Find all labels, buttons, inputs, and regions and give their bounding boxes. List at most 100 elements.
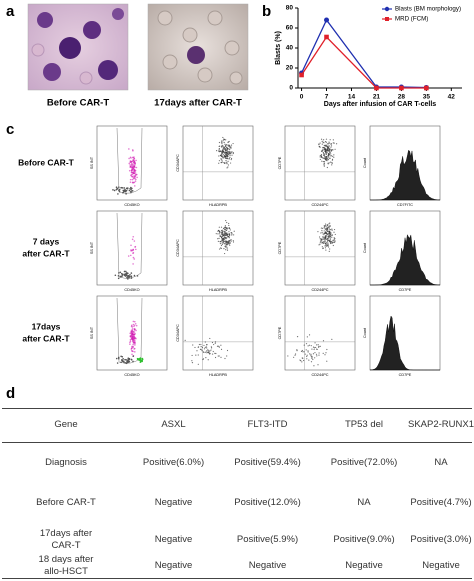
- flow-dot: [134, 322, 137, 325]
- flow-dot: [131, 328, 134, 330]
- flow-dot: [301, 349, 303, 352]
- flow-dot: [135, 329, 137, 332]
- panel-letter: b: [262, 3, 271, 20]
- flow-dot: [325, 156, 327, 158]
- flow-dot: [132, 163, 134, 166]
- flow-dot: [302, 351, 304, 353]
- flow-dot: [128, 189, 131, 192]
- flow-dot: [202, 358, 205, 360]
- flow-dot: [130, 173, 133, 176]
- plot-x-label: CD45KO: [124, 203, 139, 207]
- flow-dot: [296, 349, 298, 351]
- flow-dot: [309, 353, 311, 355]
- plot-frame: [182, 210, 254, 286]
- flow-dot: [127, 278, 129, 280]
- table-cell: Negative: [154, 560, 193, 571]
- flow-dot: [131, 337, 134, 340]
- flow-dot: [221, 153, 223, 155]
- flow-dot: [300, 350, 303, 352]
- flow-dot: [321, 150, 323, 152]
- flow-dot: [335, 143, 338, 145]
- flow-dot: [321, 143, 323, 145]
- flow-dot: [129, 164, 131, 166]
- flow-dot: [322, 161, 324, 163]
- flow-dot: [133, 181, 136, 184]
- flow-dot: [323, 240, 325, 243]
- x-tick-label: 0: [300, 94, 304, 101]
- flow-dot: [204, 351, 206, 353]
- flow-dot: [333, 241, 335, 243]
- flow-dot: [226, 229, 228, 232]
- y-tick-label: 60: [286, 25, 294, 32]
- flow-dot: [321, 242, 323, 244]
- flow-dot: [130, 275, 132, 278]
- plot-y-label: CD34APC: [176, 239, 180, 257]
- flow-dot: [223, 248, 225, 250]
- plot-x-label: CD7PE: [399, 373, 412, 377]
- flow-dot: [122, 360, 124, 362]
- flow-dot: [208, 350, 210, 352]
- flow-dot: [129, 335, 132, 338]
- flow-dot: [318, 244, 320, 246]
- flow-dot: [206, 352, 208, 354]
- flow-dot: [125, 274, 128, 276]
- x-tick-label: 42: [448, 94, 456, 101]
- flow-dot: [120, 272, 123, 275]
- flow-dot: [131, 189, 134, 192]
- flow-dot: [219, 241, 221, 243]
- flow-dot: [224, 138, 226, 140]
- flow-dot: [227, 141, 230, 143]
- flow-dot: [134, 328, 136, 331]
- plot-y-label: CD7PE: [278, 156, 282, 169]
- flow-dot: [323, 139, 325, 141]
- flow-dot: [233, 230, 235, 232]
- flow-dot: [217, 355, 219, 357]
- flow-dot: [131, 333, 134, 336]
- flow-dot: [226, 246, 228, 248]
- flow-dot: [221, 161, 223, 163]
- flow-dot: [129, 254, 132, 257]
- row-label: Before CAR-T: [18, 157, 75, 167]
- flow-dot: [319, 241, 321, 243]
- flow-dot: [225, 152, 227, 154]
- panel-letter: a: [6, 3, 15, 20]
- flow-dot: [328, 250, 330, 252]
- flow-dot: [325, 233, 327, 235]
- flow-dot: [217, 233, 219, 235]
- flow-dot: [221, 238, 223, 240]
- flow-dot: [131, 349, 133, 352]
- flow-dot: [129, 341, 131, 344]
- flow-dot: [294, 354, 296, 356]
- flow-dot: [324, 158, 326, 160]
- flow-dot: [203, 344, 205, 347]
- flow-dot: [322, 237, 324, 239]
- table-cell: Negative: [345, 560, 383, 571]
- flow-dot: [132, 350, 134, 353]
- flow-dot: [114, 274, 117, 277]
- flow-dot: [310, 353, 312, 355]
- flow-dot: [123, 274, 126, 277]
- flow-dot: [320, 138, 323, 140]
- table-cell: Positive(4.7%): [410, 497, 472, 508]
- flow-dot: [311, 357, 313, 359]
- flow-dot: [325, 153, 327, 155]
- plot-y-label: SS INT: [90, 156, 94, 169]
- flow-dot: [304, 353, 306, 355]
- flow-dot: [218, 148, 220, 150]
- flow-dot: [327, 234, 329, 236]
- flow-dot: [126, 277, 128, 279]
- flow-dot: [126, 272, 128, 275]
- flow-dot: [328, 228, 331, 230]
- table-cell: Positive(5.9%): [236, 534, 299, 545]
- flow-dot: [322, 235, 324, 238]
- flow-dot: [323, 234, 325, 236]
- flow-dot: [194, 346, 196, 349]
- flow-dot: [207, 359, 209, 361]
- flow-dot: [328, 223, 330, 225]
- flow-dot: [324, 150, 326, 152]
- flow-dot: [218, 150, 221, 152]
- flow-dot: [227, 160, 229, 162]
- flow-dot: [319, 156, 321, 158]
- flow-dot: [200, 343, 202, 346]
- flow-dot: [308, 344, 311, 346]
